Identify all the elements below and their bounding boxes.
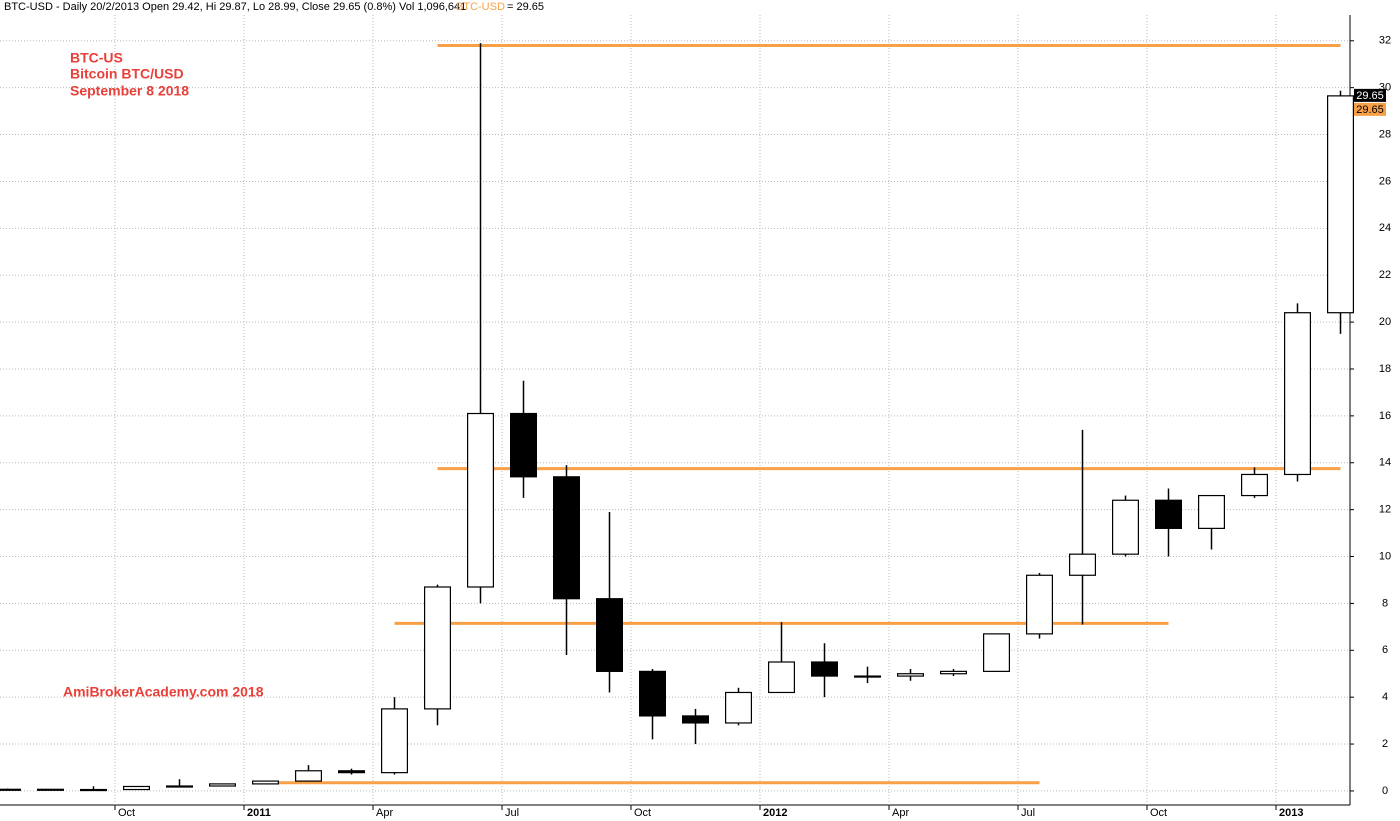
candle-body — [552, 476, 580, 600]
y-tick-label: 14 — [1379, 457, 1391, 469]
candle-body — [638, 670, 666, 717]
candle-body — [209, 783, 237, 787]
candle-body — [252, 780, 280, 785]
x-tick-label: Jul — [1021, 807, 1035, 819]
y-tick-label: 0 — [1382, 785, 1388, 797]
annotation: Bitcoin BTC/USD — [70, 66, 184, 82]
candle-body — [1283, 312, 1311, 476]
candle-body — [681, 715, 709, 724]
candle-body — [295, 770, 323, 782]
y-tick-label: 32 — [1379, 35, 1391, 47]
x-tick-label: Apr — [376, 807, 393, 819]
x-tick-label: 2011 — [247, 807, 271, 819]
y-tick-label: 6 — [1382, 644, 1388, 656]
x-tick-label: Apr — [892, 807, 909, 819]
candle-body — [338, 770, 366, 774]
y-tick-label: 12 — [1379, 504, 1391, 516]
candle-body — [1240, 473, 1268, 497]
candle-body — [467, 412, 495, 588]
price-tag-box — [1354, 88, 1386, 102]
candle-body — [1111, 499, 1139, 555]
y-tick-label: 22 — [1379, 269, 1391, 281]
candle-body — [0, 788, 21, 791]
price-tag-label: 29.65 — [1356, 90, 1384, 102]
x-tick-label: 2013 — [1279, 807, 1303, 819]
price-tag: 29.65 — [1354, 88, 1386, 102]
x-tick-label: Jul — [505, 807, 519, 819]
price-tag: 29.65 — [1354, 102, 1386, 116]
candle-body — [853, 675, 881, 678]
candle-body — [36, 788, 64, 791]
candle-body — [595, 598, 623, 672]
candle-body — [982, 633, 1010, 672]
candle-body — [510, 412, 538, 478]
annotation: AmiBrokerAcademy.com 2018 — [63, 684, 264, 700]
candle-body — [724, 691, 752, 724]
y-tick-label: 26 — [1379, 175, 1391, 187]
candle-body — [1326, 95, 1354, 314]
annotation: BTC-US — [70, 50, 123, 66]
x-tick-label: Oct — [1150, 807, 1167, 819]
x-tick-label: Oct — [634, 807, 651, 819]
y-tick-label: 18 — [1379, 363, 1391, 375]
y-tick-label: 28 — [1379, 128, 1391, 140]
price-tag-box — [1354, 102, 1386, 116]
candle-body — [122, 785, 150, 791]
y-tick-label: 24 — [1379, 222, 1391, 234]
x-tick-label: Oct — [118, 807, 135, 819]
candle-body — [1154, 499, 1182, 529]
y-tick-label: 20 — [1379, 316, 1391, 328]
header-text: BTC-USD - Daily 20/2/2013 Open 29.42, Hi… — [4, 1, 466, 13]
header-symbol: BTC-USD — [456, 1, 505, 13]
y-tick-label: 10 — [1379, 550, 1391, 562]
price-tag-label: 29.65 — [1356, 104, 1384, 116]
candle-body — [424, 586, 452, 710]
annotation: September 8 2018 — [70, 83, 189, 99]
candle-body — [1197, 494, 1225, 529]
candle-body — [896, 673, 924, 677]
y-tick-label: 8 — [1382, 597, 1388, 609]
x-tick-label: 2012 — [763, 807, 787, 819]
candle-body — [166, 785, 194, 788]
header-last: = 29.65 — [507, 1, 544, 13]
candle-body — [1025, 574, 1053, 635]
y-tick-label: 4 — [1382, 691, 1388, 703]
y-tick-label: 2 — [1382, 738, 1388, 750]
y-tick-label: 16 — [1379, 410, 1391, 422]
candle-body — [1068, 553, 1096, 576]
candle-body — [79, 788, 107, 792]
candle-body — [939, 670, 967, 675]
candle-body — [810, 661, 838, 677]
candle-body — [381, 708, 409, 774]
candle-body — [767, 661, 795, 694]
